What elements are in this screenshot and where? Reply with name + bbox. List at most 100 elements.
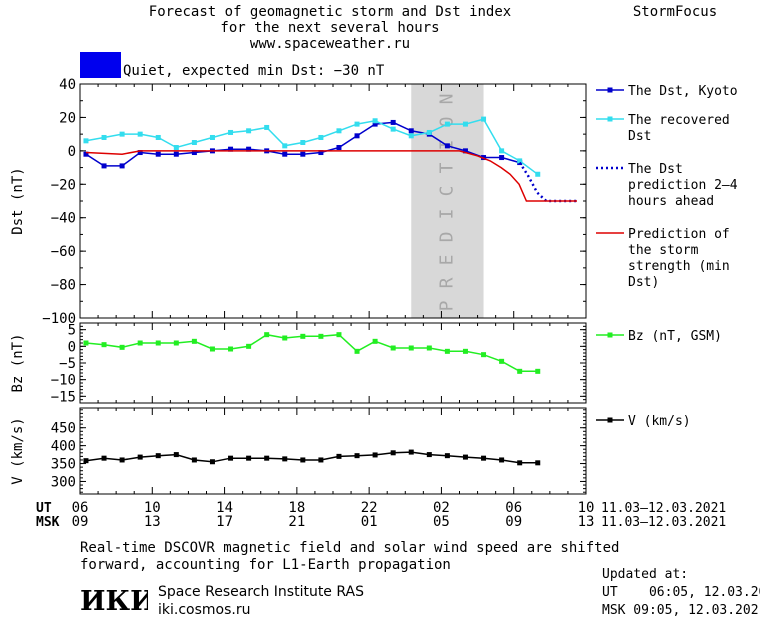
- data-point: [499, 155, 505, 161]
- data-point: [462, 148, 468, 154]
- data-point: [101, 342, 107, 348]
- x-tick-label: 14: [216, 500, 233, 516]
- status-swatch: [80, 52, 121, 78]
- y-tick-label: 400: [51, 439, 76, 455]
- y-tick-label: 0: [68, 144, 76, 160]
- data-point: [408, 449, 414, 455]
- y-tick-label: 40: [59, 77, 76, 93]
- institute-link[interactable]: iki.cosmos.ru: [158, 602, 251, 618]
- brand-name: StormFocus: [632, 4, 718, 20]
- data-point: [173, 145, 179, 151]
- x-tick-label: 02: [433, 500, 450, 516]
- data-point: [336, 128, 342, 134]
- footer-note-line-1: Real-time DSCOVR magnetic field and sola…: [80, 540, 620, 556]
- prediction-band-letter: P: [436, 300, 457, 311]
- data-point: [372, 121, 378, 127]
- data-point: [173, 151, 179, 157]
- y-tick-label: 0: [68, 339, 76, 355]
- updated-msk: MSK 09:05, 12.03.2021: [602, 603, 760, 618]
- data-point: [83, 340, 89, 346]
- data-point: [517, 368, 523, 374]
- data-point: [264, 455, 270, 461]
- institute-name: Space Research Institute RAS: [158, 584, 364, 600]
- x-tick-label: 13: [144, 514, 161, 530]
- title-line-3: www.spaceweather.ru: [249, 36, 411, 52]
- data-point: [173, 452, 179, 458]
- data-point: [83, 138, 89, 144]
- data-point: [137, 150, 143, 156]
- data-point: [246, 128, 252, 134]
- title-line-2: for the next several hours: [220, 20, 440, 36]
- chart-title: Forecast of geomagnetic storm and Dst in…: [80, 4, 580, 52]
- data-point: [408, 128, 414, 134]
- data-point: [101, 163, 107, 169]
- data-point: [246, 343, 252, 349]
- legend-label: Dst: [628, 129, 651, 144]
- data-point: [354, 121, 360, 127]
- data-point: [264, 332, 270, 338]
- data-point: [426, 129, 432, 135]
- data-point: [535, 171, 541, 177]
- data-point: [336, 332, 342, 338]
- data-point: [318, 150, 324, 156]
- data-point: [119, 163, 125, 169]
- data-point: [535, 368, 541, 374]
- data-point: [390, 126, 396, 132]
- series-line: [518, 161, 577, 203]
- series-line: [85, 150, 577, 202]
- data-point: [336, 145, 342, 151]
- data-point: [318, 457, 324, 463]
- y-axis-label: Bz (nT): [10, 333, 26, 392]
- x-tick-label: 09: [505, 514, 522, 530]
- legend-label: Bz (nT, GSM): [628, 329, 722, 344]
- data-point: [83, 151, 89, 157]
- data-point: [408, 133, 414, 139]
- iki-logo-text: ИКИ: [80, 586, 148, 615]
- data-point: [444, 348, 450, 354]
- legend-marker: [607, 332, 613, 338]
- data-point: [300, 140, 306, 145]
- y-axis-label: V (km/s): [10, 417, 26, 484]
- data-point: [137, 340, 143, 346]
- x-row-label: UT: [36, 501, 52, 516]
- iki-logo: ИКИ: [80, 586, 148, 615]
- data-point: [372, 338, 378, 344]
- data-point: [137, 131, 143, 137]
- prediction-band-letter: C: [436, 186, 457, 197]
- x-tick-label: 05: [433, 514, 450, 530]
- data-point: [191, 140, 197, 145]
- status-text: Quiet, expected min Dst: −30 nT: [123, 63, 385, 79]
- data-point: [499, 358, 505, 364]
- data-point: [462, 454, 468, 460]
- series-line: [85, 333, 538, 373]
- y-tick-label: −5: [59, 356, 76, 372]
- legend-label: The recovered: [628, 113, 730, 128]
- data-point: [282, 151, 288, 157]
- y-tick-label: −40: [51, 211, 76, 227]
- y-tick-label: −20: [51, 177, 76, 193]
- data-point: [119, 457, 125, 463]
- data-point: [318, 333, 324, 339]
- legend-marker: [607, 87, 613, 93]
- legend-label: Dst): [628, 275, 659, 290]
- data-point: [481, 455, 487, 461]
- x-row-label: MSK: [36, 515, 60, 530]
- y-tick-label: −10: [51, 373, 76, 389]
- data-point: [191, 338, 197, 344]
- y-tick-label: −60: [51, 244, 76, 260]
- data-point: [390, 345, 396, 351]
- data-point: [228, 146, 234, 152]
- data-point: [173, 340, 179, 346]
- x-tick-label: 18: [288, 500, 305, 516]
- data-point: [462, 348, 468, 354]
- data-point: [209, 459, 215, 465]
- data-point: [444, 143, 450, 149]
- legend-label: hours ahead: [628, 194, 714, 209]
- data-point: [83, 458, 89, 464]
- x-tick-label: 21: [288, 514, 305, 530]
- data-point: [300, 457, 306, 463]
- x-tick-label: 06: [505, 500, 522, 516]
- data-point: [137, 454, 143, 460]
- prediction-band-letter: I: [436, 209, 457, 220]
- data-point: [517, 460, 523, 466]
